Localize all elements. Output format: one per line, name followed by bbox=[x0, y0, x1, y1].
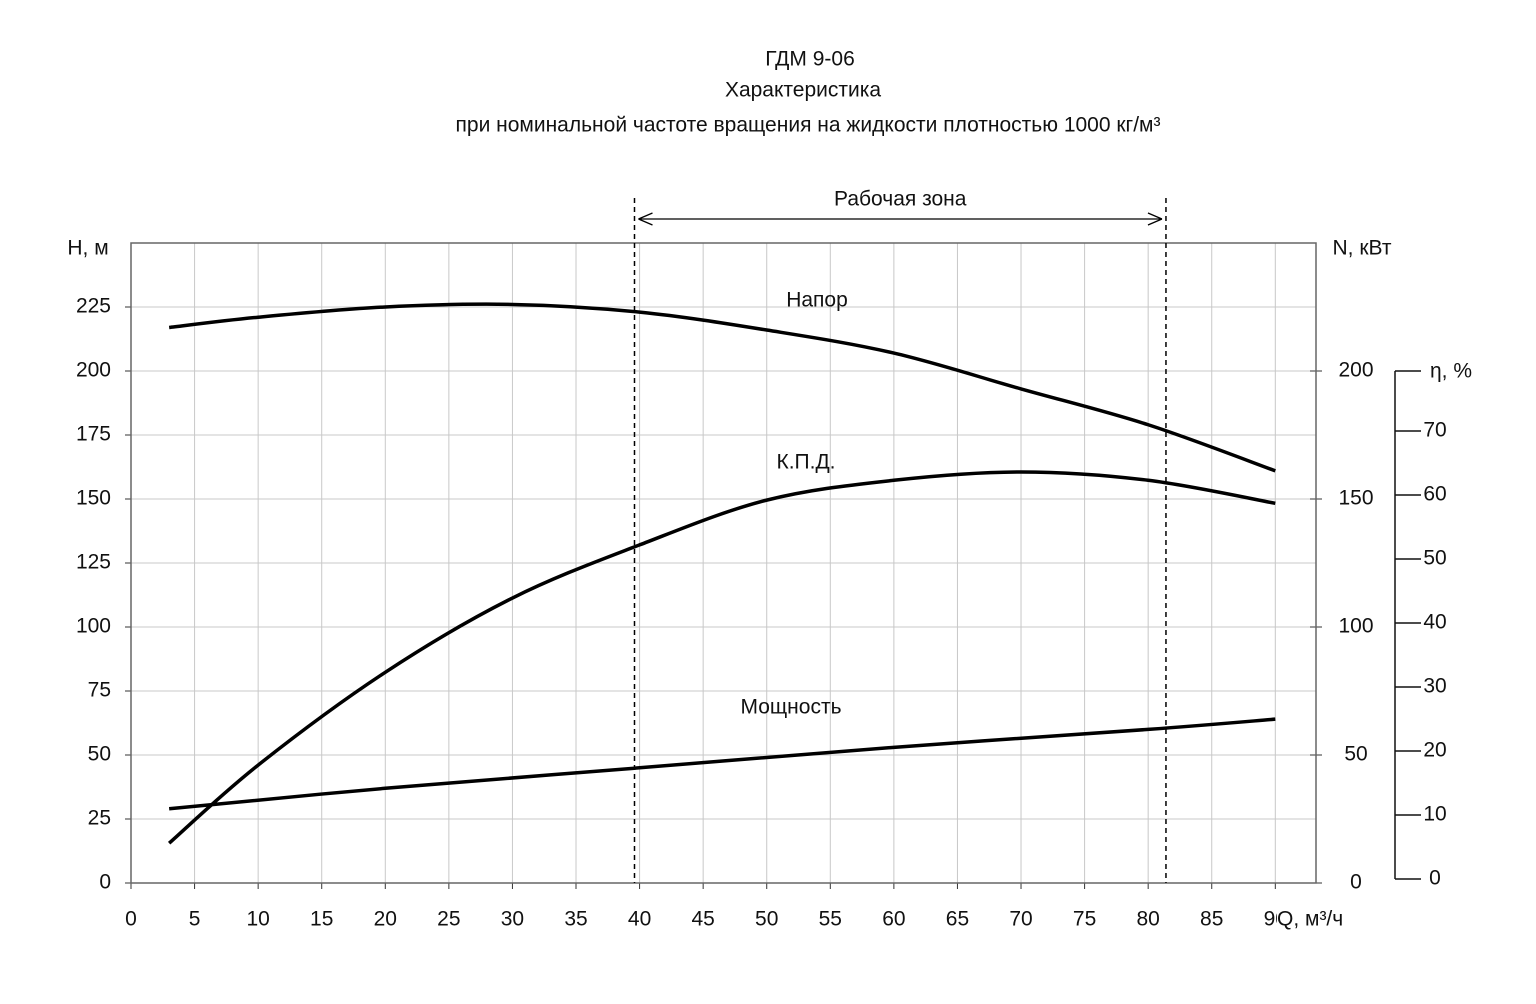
y2-tick-label: 200 bbox=[1338, 359, 1373, 382]
curve bbox=[168, 302, 1276, 473]
y3-tick-label: 20 bbox=[1423, 739, 1446, 762]
chart-title: ГДМ 9-06 bbox=[765, 48, 855, 71]
y-tick-label: 175 bbox=[76, 423, 111, 446]
y3-tick-label: 40 bbox=[1423, 611, 1446, 634]
x-tick-label: 55 bbox=[819, 908, 842, 931]
y3-axis-label: η, % bbox=[1430, 360, 1472, 383]
plot-frame bbox=[130, 242, 1317, 884]
y-tick-label: 100 bbox=[76, 615, 111, 638]
x-tick-label: 35 bbox=[564, 908, 587, 931]
curve bbox=[168, 717, 1276, 811]
x-tick-label: 10 bbox=[246, 908, 269, 931]
y2-axis-label: N, кВт bbox=[1333, 237, 1392, 260]
x-tick-label: 85 bbox=[1200, 908, 1223, 931]
y2-tick-label: 50 bbox=[1344, 743, 1367, 766]
y-tick-label: 75 bbox=[88, 679, 111, 702]
y3-tick-label: 60 bbox=[1423, 483, 1446, 506]
y3-tick-label: 0 bbox=[1429, 867, 1441, 890]
y-tick-label: 0 bbox=[99, 871, 111, 894]
x-tick-label: 25 bbox=[437, 908, 460, 931]
x-label-bg bbox=[1277, 902, 1357, 936]
x-tick-label: 60 bbox=[882, 908, 905, 931]
work-zone-label: Рабочая зона bbox=[834, 188, 967, 211]
y-tick-label: 125 bbox=[76, 551, 111, 574]
y2-tick-label: 100 bbox=[1338, 615, 1373, 638]
chart-subtitle: при номинальной частоте вращения на жидк… bbox=[456, 114, 1161, 137]
curve-label: Мощность bbox=[740, 696, 841, 719]
y-tick-label: 50 bbox=[88, 743, 111, 766]
x-tick-label: 45 bbox=[691, 908, 714, 931]
x-tick-label: 30 bbox=[501, 908, 524, 931]
x-tick-label: 5 bbox=[189, 908, 201, 931]
x-tick-label: 70 bbox=[1009, 908, 1032, 931]
x-tick-label: 80 bbox=[1136, 908, 1159, 931]
y2-tick-label: 150 bbox=[1338, 487, 1373, 510]
curve-label: К.П.Д. bbox=[776, 451, 835, 474]
chart-subtitle: Характеристика bbox=[725, 79, 881, 102]
x-tick-label: 65 bbox=[946, 908, 969, 931]
x-tick-label: 75 bbox=[1073, 908, 1096, 931]
x-tick-label: 20 bbox=[374, 908, 397, 931]
x-tick-label: 40 bbox=[628, 908, 651, 931]
x-tick-label: 15 bbox=[310, 908, 333, 931]
y3-tick-label: 70 bbox=[1423, 419, 1446, 442]
x-tick-label: 50 bbox=[755, 908, 778, 931]
y-tick-label: 225 bbox=[76, 295, 111, 318]
y-axis-label: H, м bbox=[67, 237, 108, 260]
y-tick-label: 150 bbox=[76, 487, 111, 510]
y-tick-label: 200 bbox=[76, 359, 111, 382]
curve-label: Напор bbox=[786, 289, 848, 312]
y3-tick-label: 10 bbox=[1423, 803, 1446, 826]
y-tick-label: 25 bbox=[88, 807, 111, 830]
arrow-head bbox=[638, 212, 1163, 226]
curve bbox=[167, 470, 1276, 845]
y3-tick-label: 50 bbox=[1423, 547, 1446, 570]
x-tick-label: 0 bbox=[125, 908, 137, 931]
x-axis-label: Q, м³/ч bbox=[1277, 908, 1343, 931]
y2-tick-label: 0 bbox=[1350, 871, 1362, 894]
y3-tick-label: 30 bbox=[1423, 675, 1446, 698]
